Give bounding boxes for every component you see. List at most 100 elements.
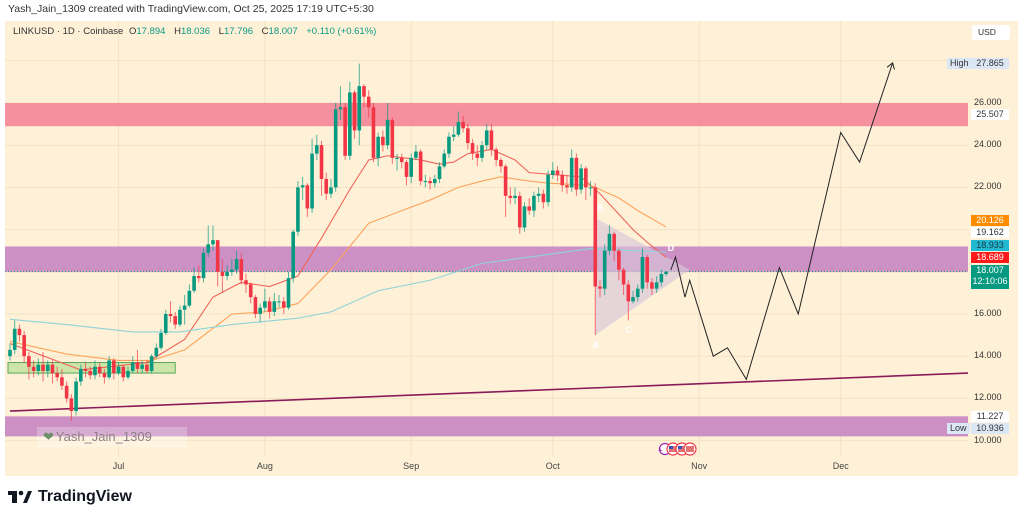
candle-body xyxy=(414,151,418,158)
candle-body xyxy=(621,269,626,285)
price-tick-label: 24.000 xyxy=(974,139,1002,150)
candle xyxy=(541,189,546,209)
us-flag-icon[interactable] xyxy=(683,442,697,456)
candle-body xyxy=(527,206,531,211)
candle-body xyxy=(395,157,399,159)
high-tag: High xyxy=(947,58,972,69)
candle xyxy=(522,202,527,232)
heart-icon: ❤ xyxy=(43,429,54,444)
candle-body xyxy=(508,195,513,198)
candle xyxy=(116,362,121,376)
candle-body xyxy=(371,107,376,158)
candle-body xyxy=(513,195,517,198)
logo-text: TradingView xyxy=(38,488,132,505)
pattern-point-label: D xyxy=(667,242,675,253)
candle xyxy=(598,280,602,298)
pattern-point-label: A xyxy=(592,339,599,350)
candle xyxy=(555,166,560,182)
candle xyxy=(79,364,83,386)
candle-body xyxy=(286,278,291,308)
economic-events[interactable]: + xyxy=(656,442,700,456)
candle xyxy=(352,90,357,139)
candle xyxy=(300,176,305,201)
candle-body xyxy=(466,128,470,144)
candle-body xyxy=(503,166,508,196)
currency-button[interactable]: USD xyxy=(972,25,1010,40)
candle xyxy=(267,297,272,319)
pattern-point-label: C xyxy=(625,324,632,335)
candle-body xyxy=(470,143,475,154)
candle xyxy=(376,132,380,167)
candle xyxy=(220,259,225,293)
symbol-info[interactable]: LINKUSD · 1D · Coinbase xyxy=(13,26,124,37)
candle xyxy=(187,284,192,308)
candle xyxy=(494,147,498,167)
high-label: H xyxy=(174,26,181,37)
high-value: 18.036 xyxy=(180,26,211,37)
candle xyxy=(159,328,163,350)
candle xyxy=(640,248,645,293)
candle-body xyxy=(116,366,121,374)
candle-body xyxy=(149,356,154,371)
candle-body xyxy=(555,170,560,175)
candle xyxy=(121,364,126,382)
candle xyxy=(499,157,503,173)
candle-body xyxy=(635,288,640,298)
tradingview-logo[interactable]: TradingView xyxy=(8,488,132,506)
candle xyxy=(602,244,607,296)
candle xyxy=(437,162,442,184)
candle-body xyxy=(64,385,69,399)
candle xyxy=(442,149,447,169)
time-tick-label: Oct xyxy=(545,461,560,471)
candle-body xyxy=(93,366,97,376)
candle-body xyxy=(517,195,522,228)
candle-body xyxy=(163,314,168,333)
candle-body xyxy=(461,121,465,129)
candle xyxy=(97,362,102,378)
candle xyxy=(178,305,182,327)
candle-body xyxy=(230,269,234,272)
candle-body xyxy=(607,233,612,251)
candle-body xyxy=(291,231,295,279)
candle-body xyxy=(617,250,621,270)
candle-body xyxy=(447,136,451,154)
low-price-label: 10.936 xyxy=(971,423,1009,434)
candle-body xyxy=(659,274,664,283)
candle-body xyxy=(178,309,182,325)
candle xyxy=(197,265,201,283)
candle-body xyxy=(343,107,347,156)
resistance-zone xyxy=(5,103,968,127)
time-tick-label: Dec xyxy=(832,461,849,471)
candle-body xyxy=(22,335,26,357)
time-tick-label: Jul xyxy=(112,461,125,471)
candle xyxy=(645,254,649,289)
zone-top-label: 25.507 xyxy=(971,109,1009,120)
candle xyxy=(329,178,333,198)
candle-body xyxy=(319,145,324,179)
us-flag-icon[interactable] xyxy=(666,442,680,456)
candle xyxy=(381,130,385,152)
candle xyxy=(371,103,376,163)
time-tick-label: Sep xyxy=(403,461,420,471)
candle xyxy=(569,149,574,192)
candle-body xyxy=(244,280,248,285)
candle xyxy=(74,377,78,416)
candle xyxy=(664,271,668,277)
candle xyxy=(291,229,295,283)
zone-low-label: 11.227 xyxy=(971,411,1009,422)
candle xyxy=(55,366,59,382)
candle xyxy=(234,250,239,274)
low-label: L xyxy=(218,26,224,37)
candle-body xyxy=(79,368,83,382)
candle-body xyxy=(569,157,574,188)
candle xyxy=(126,366,130,380)
candle-body xyxy=(329,187,333,194)
candle-body xyxy=(418,151,423,182)
candle-body xyxy=(272,301,277,312)
candle-body xyxy=(385,119,390,146)
candle xyxy=(348,81,352,160)
candle-body xyxy=(324,178,329,194)
candle-body xyxy=(475,153,480,158)
candle xyxy=(206,225,211,258)
